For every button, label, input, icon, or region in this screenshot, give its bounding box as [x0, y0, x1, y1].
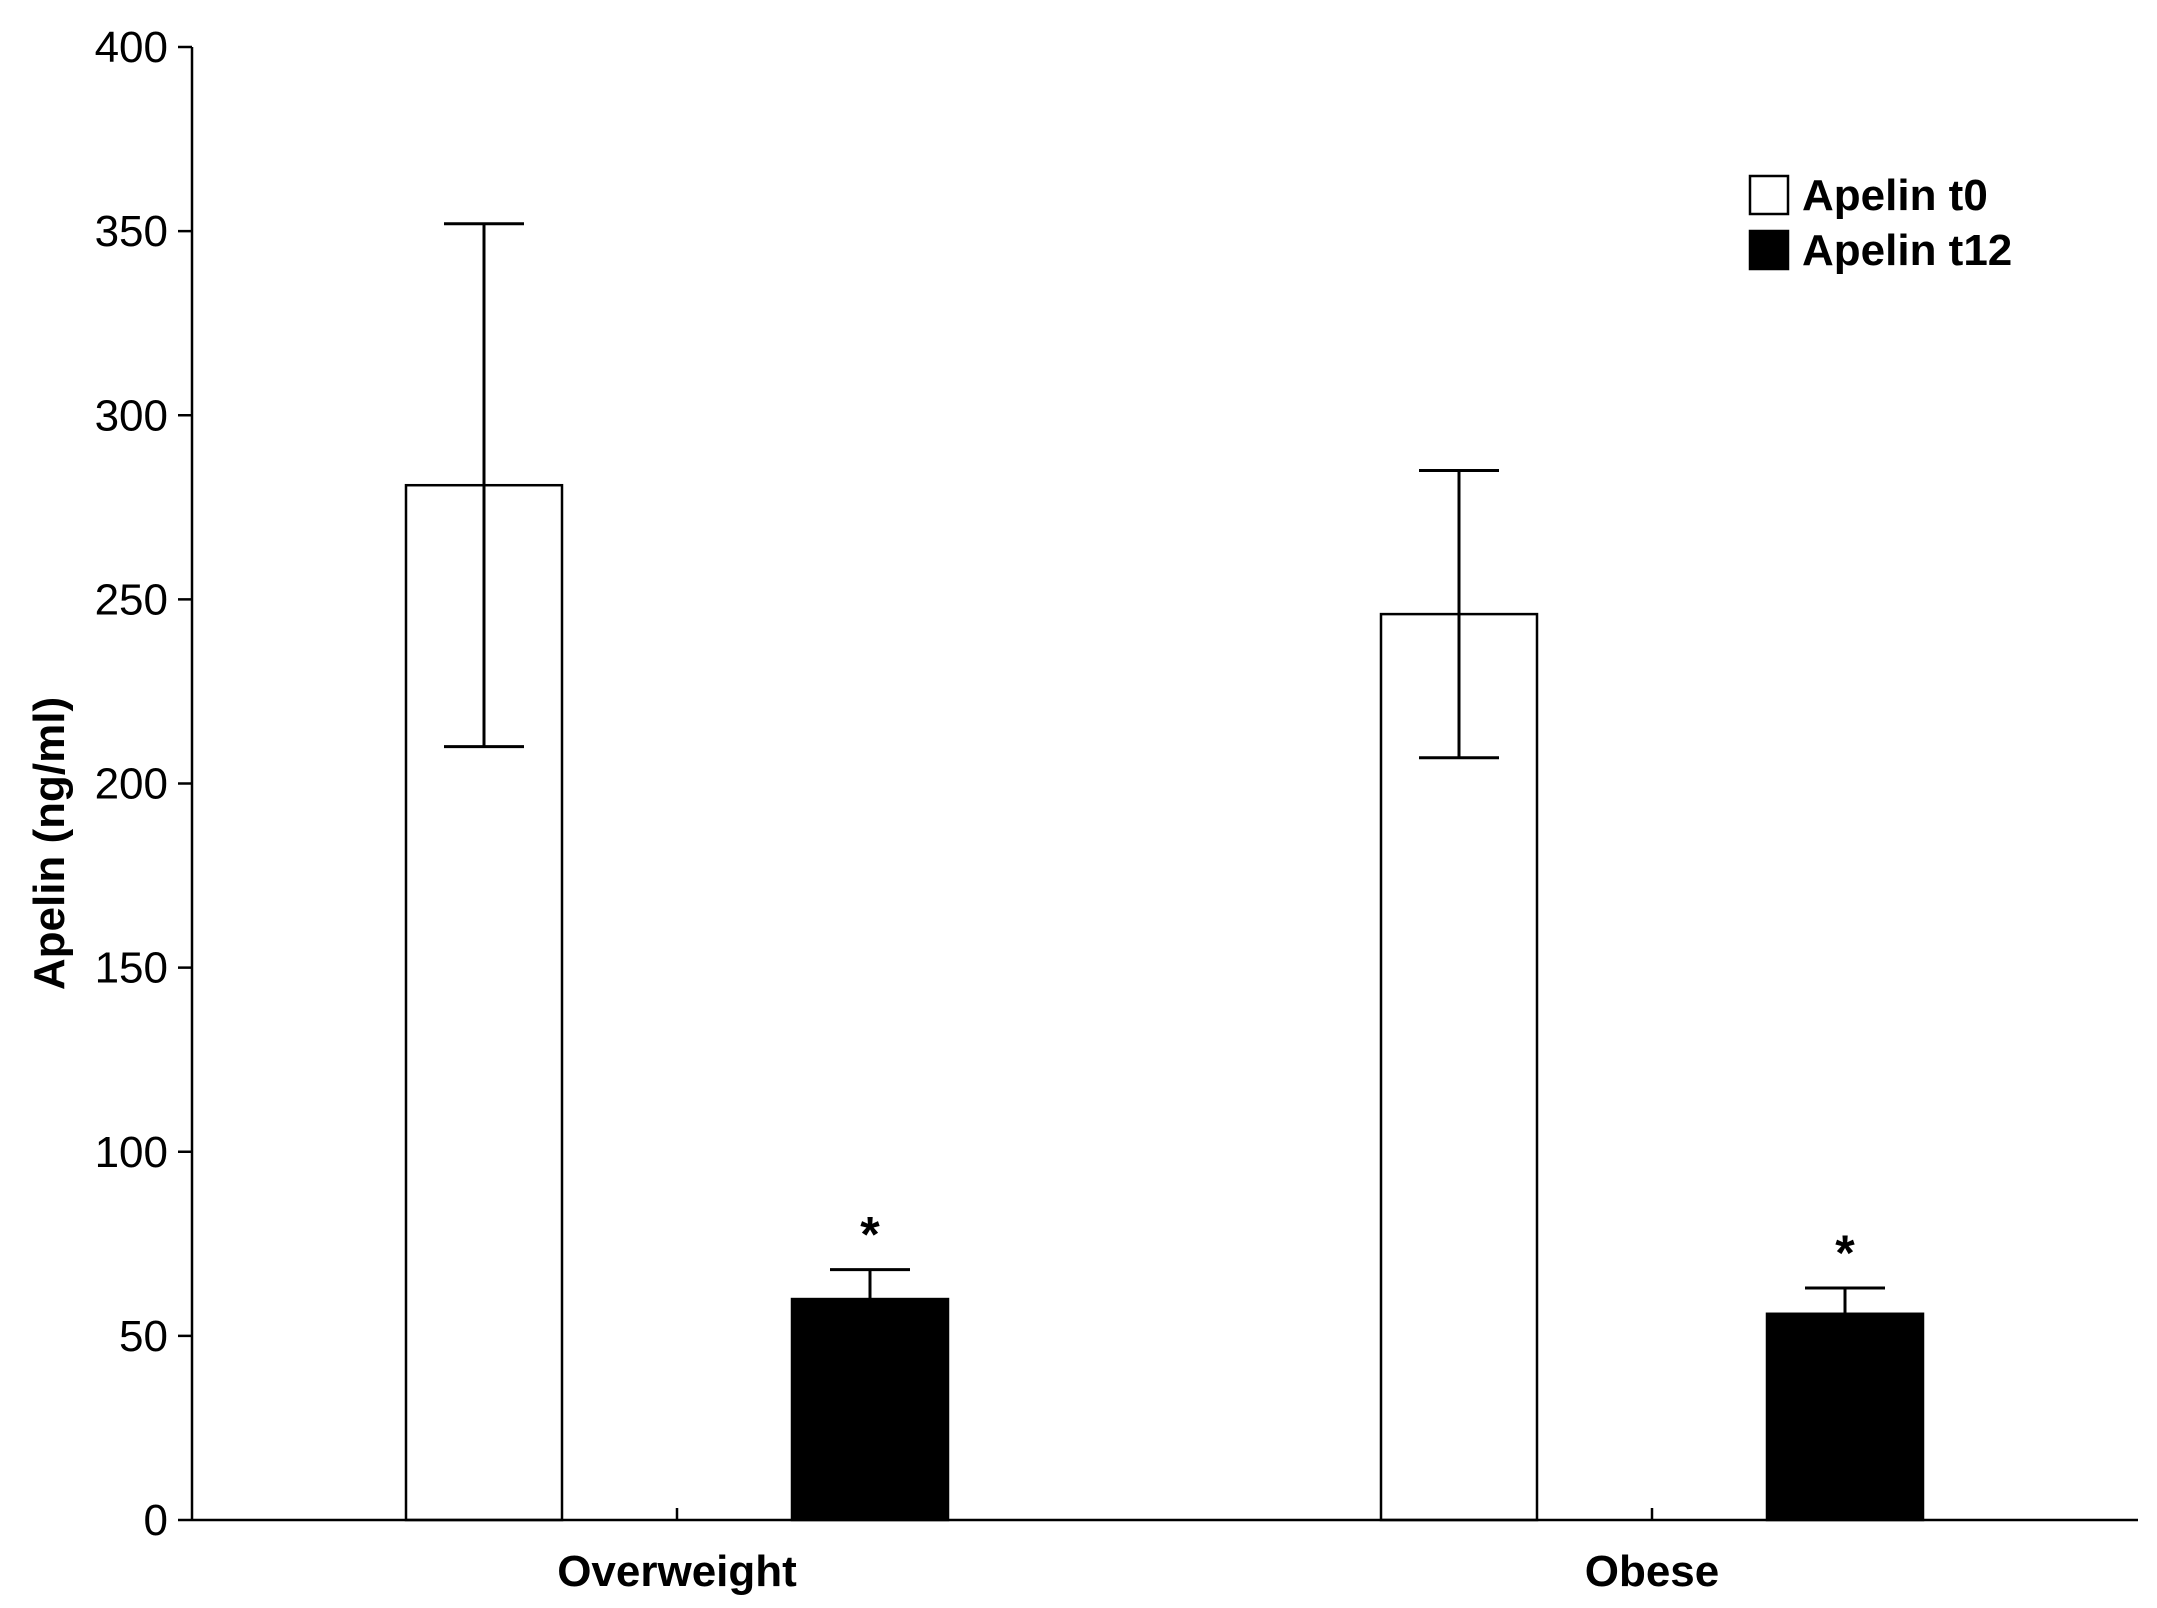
y-tick-label-250: 250: [95, 575, 168, 624]
legend: Apelin t0 Apelin t12: [1748, 171, 2012, 275]
y-tick-label-100: 100: [95, 1128, 168, 1177]
x-tick-label-obese: Obese: [1585, 1547, 1720, 1596]
y-tick-label-300: 300: [95, 391, 168, 440]
legend-label-t0: Apelin t0: [1802, 171, 1988, 220]
chart-marks: * *: [404, 222, 1925, 1522]
y-tick-label-200: 200: [95, 760, 168, 809]
bar-overweight-t12: [790, 1297, 950, 1522]
significance-marker-overweight: *: [860, 1207, 880, 1263]
y-tick-label-150: 150: [95, 944, 168, 993]
y-axis-title: Apelin (ng/ml): [25, 697, 74, 990]
significance-marker-obese: *: [1835, 1225, 1855, 1281]
y-tick-label-50: 50: [119, 1312, 168, 1361]
legend-swatch-t0: [1748, 174, 1790, 216]
legend-label-t12: Apelin t12: [1802, 226, 2012, 275]
y-tick-label-400: 400: [95, 23, 168, 72]
legend-swatch-t12: [1748, 229, 1790, 271]
chart-axes: 0 50 100 150 200 250 300 350 400 Overweight Obese: [95, 23, 2138, 1596]
bar-obese-t12: [1765, 1312, 1925, 1522]
y-tick-label-350: 350: [95, 207, 168, 256]
y-tick-label-0: 0: [144, 1496, 168, 1545]
x-tick-label-overweight: Overweight: [557, 1547, 797, 1596]
